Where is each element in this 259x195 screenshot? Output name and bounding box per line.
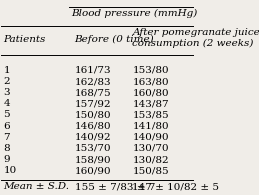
Text: 3: 3 xyxy=(3,88,10,97)
Text: After pomegranate juice
consumption (2 weeks): After pomegranate juice consumption (2 w… xyxy=(132,28,259,48)
Text: 143/87: 143/87 xyxy=(132,99,169,108)
Text: 168/75: 168/75 xyxy=(75,88,111,97)
Text: 140/92: 140/92 xyxy=(75,133,111,142)
Text: Before (0 time): Before (0 time) xyxy=(75,35,154,44)
Text: 157/92: 157/92 xyxy=(75,99,111,108)
Text: 153/85: 153/85 xyxy=(132,111,169,120)
Text: 6: 6 xyxy=(3,122,10,131)
Text: 161/73: 161/73 xyxy=(75,66,111,75)
Text: 9: 9 xyxy=(3,155,10,164)
Text: 158/90: 158/90 xyxy=(75,155,111,164)
Text: 8: 8 xyxy=(3,144,10,153)
Text: 140/90: 140/90 xyxy=(132,133,169,142)
Text: 153/70: 153/70 xyxy=(75,144,111,153)
Text: 130/70: 130/70 xyxy=(132,144,169,153)
Text: 163/80: 163/80 xyxy=(132,77,169,86)
Text: 160/90: 160/90 xyxy=(75,166,111,175)
Text: 150/80: 150/80 xyxy=(75,111,111,120)
Text: 10: 10 xyxy=(3,166,17,175)
Text: 130/82: 130/82 xyxy=(132,155,169,164)
Text: Blood pressure (mmHg): Blood pressure (mmHg) xyxy=(71,9,197,19)
Text: Patients: Patients xyxy=(3,35,46,44)
Text: 1: 1 xyxy=(3,66,10,75)
Text: 153/80: 153/80 xyxy=(132,66,169,75)
Text: 162/83: 162/83 xyxy=(75,77,111,86)
Text: 5: 5 xyxy=(3,111,10,120)
Text: 2: 2 xyxy=(3,77,10,86)
Text: 155 ± 7/83 ± 7: 155 ± 7/83 ± 7 xyxy=(75,182,155,191)
Text: 4: 4 xyxy=(3,99,10,108)
Text: 146/80: 146/80 xyxy=(75,122,111,131)
Text: 7: 7 xyxy=(3,133,10,142)
Text: 160/80: 160/80 xyxy=(132,88,169,97)
Text: Mean ± S.D.: Mean ± S.D. xyxy=(3,182,69,191)
Text: 150/85: 150/85 xyxy=(132,166,169,175)
Text: 141/80: 141/80 xyxy=(132,122,169,131)
Text: 147 ± 10/82 ± 5: 147 ± 10/82 ± 5 xyxy=(132,182,219,191)
